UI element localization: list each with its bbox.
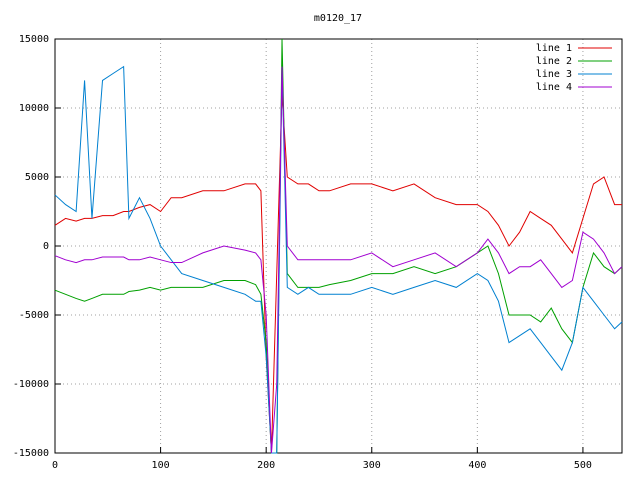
y-tick-label: -15000 <box>13 448 49 459</box>
legend-label: line 2 <box>536 56 572 67</box>
y-tick-label: 5000 <box>25 172 49 183</box>
legend-label: line 3 <box>536 69 572 80</box>
legend-label: line 1 <box>536 43 572 54</box>
data-line <box>54 66 623 454</box>
chart-title: m0120_17 <box>314 13 362 24</box>
x-tick-label: 0 <box>52 460 58 471</box>
plot-frame <box>54 38 623 454</box>
y-tick-label: 10000 <box>19 103 49 114</box>
y-tick-label: 15000 <box>19 34 49 45</box>
x-tick-label: 300 <box>363 460 381 471</box>
data-line <box>54 65 623 454</box>
x-tick-label: 400 <box>468 460 486 471</box>
data-line <box>54 38 623 454</box>
y-tick-label: -5000 <box>19 310 49 321</box>
legend-label: line 4 <box>536 82 572 93</box>
y-tick-label: 0 <box>43 241 49 252</box>
x-tick-label: 500 <box>574 460 592 471</box>
y-tick-label: -10000 <box>13 379 49 390</box>
x-tick-label: 200 <box>257 460 275 471</box>
x-tick-label: 100 <box>152 460 170 471</box>
